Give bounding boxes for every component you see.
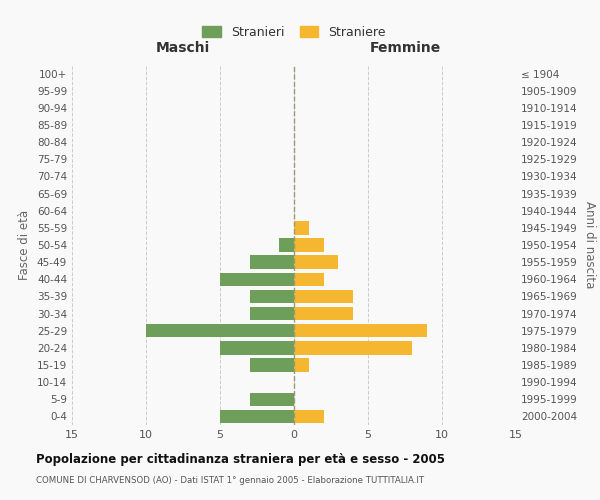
- Text: Maschi: Maschi: [156, 40, 210, 54]
- Bar: [294, 256, 338, 269]
- Bar: [146, 324, 294, 338]
- Y-axis label: Anni di nascita: Anni di nascita: [583, 202, 596, 288]
- Bar: [250, 392, 294, 406]
- Bar: [294, 290, 353, 303]
- Bar: [294, 272, 323, 286]
- Text: Popolazione per cittadinanza straniera per età e sesso - 2005: Popolazione per cittadinanza straniera p…: [36, 452, 445, 466]
- Bar: [250, 358, 294, 372]
- Legend: Stranieri, Straniere: Stranieri, Straniere: [197, 21, 391, 44]
- Bar: [294, 341, 412, 354]
- Bar: [220, 341, 294, 354]
- Y-axis label: Fasce di età: Fasce di età: [19, 210, 31, 280]
- Bar: [294, 221, 309, 234]
- Bar: [294, 358, 309, 372]
- Bar: [250, 290, 294, 303]
- Text: COMUNE DI CHARVENSOD (AO) - Dati ISTAT 1° gennaio 2005 - Elaborazione TUTTITALIA: COMUNE DI CHARVENSOD (AO) - Dati ISTAT 1…: [36, 476, 424, 485]
- Bar: [294, 324, 427, 338]
- Bar: [220, 272, 294, 286]
- Bar: [279, 238, 294, 252]
- Bar: [294, 410, 323, 423]
- Text: Femmine: Femmine: [370, 40, 440, 54]
- Bar: [220, 410, 294, 423]
- Bar: [294, 307, 353, 320]
- Bar: [250, 256, 294, 269]
- Bar: [250, 307, 294, 320]
- Bar: [294, 238, 323, 252]
